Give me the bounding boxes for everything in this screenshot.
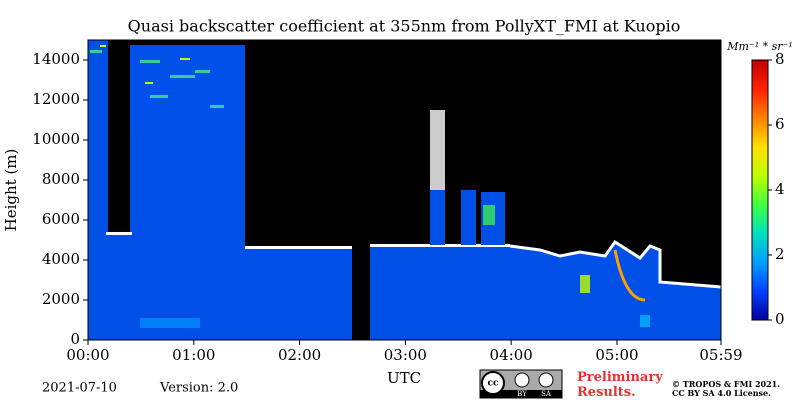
colorbar bbox=[751, 59, 769, 321]
x-tick-label: 05:59 bbox=[699, 346, 742, 364]
y-tick-label: 0 bbox=[70, 330, 80, 348]
colorbar-tick-label: 8 bbox=[775, 50, 785, 68]
version: Version: 2.0 bbox=[159, 381, 238, 396]
backscatter-image bbox=[88, 40, 722, 340]
x-tick-label: 05:00 bbox=[595, 346, 638, 364]
colorbar-label: Mm⁻¹ * sr⁻¹ bbox=[726, 40, 793, 53]
y-tick-label: 8000 bbox=[42, 170, 80, 188]
license-badge: cc BY SA bbox=[479, 369, 563, 399]
y-tick-label: 4000 bbox=[42, 250, 80, 268]
y-tick-label: 6000 bbox=[42, 210, 80, 228]
y-axis-label: Height (m) bbox=[2, 149, 20, 232]
colorbar-tick-label: 0 bbox=[775, 310, 785, 328]
x-tick-label: 01:00 bbox=[172, 346, 215, 364]
badge-sa: SA bbox=[541, 390, 552, 398]
colorbar-tick-label: 2 bbox=[775, 245, 785, 263]
colorbar-tick-label: 6 bbox=[775, 115, 785, 133]
y-tick-label: 14000 bbox=[32, 50, 80, 68]
colorbar-tick-label: 4 bbox=[775, 180, 785, 198]
x-tick-label: 03:00 bbox=[384, 346, 427, 364]
copyright-line: CC BY SA 4.0 License. bbox=[672, 388, 771, 398]
badge-by: BY bbox=[517, 390, 527, 398]
plot-frame bbox=[87, 39, 722, 341]
x-axis-label: UTC bbox=[387, 369, 421, 387]
y-tick-label: 12000 bbox=[32, 90, 80, 108]
y-tick-label: 2000 bbox=[42, 290, 80, 308]
y-tick-label: 10000 bbox=[32, 130, 80, 148]
chart-title: Quasi backscatter coefficient at 355nm f… bbox=[128, 17, 681, 36]
x-tick-label: 02:00 bbox=[278, 346, 321, 364]
x-tick-label: 00:00 bbox=[66, 346, 109, 364]
preliminary-note: Preliminary Results. bbox=[577, 370, 667, 400]
svg-text:cc: cc bbox=[488, 379, 499, 389]
x-tick-label: 04:00 bbox=[490, 346, 533, 364]
date: 2021-07-10 bbox=[42, 381, 117, 396]
copyright-line: © TROPOS & FMI 2021. bbox=[672, 379, 780, 389]
